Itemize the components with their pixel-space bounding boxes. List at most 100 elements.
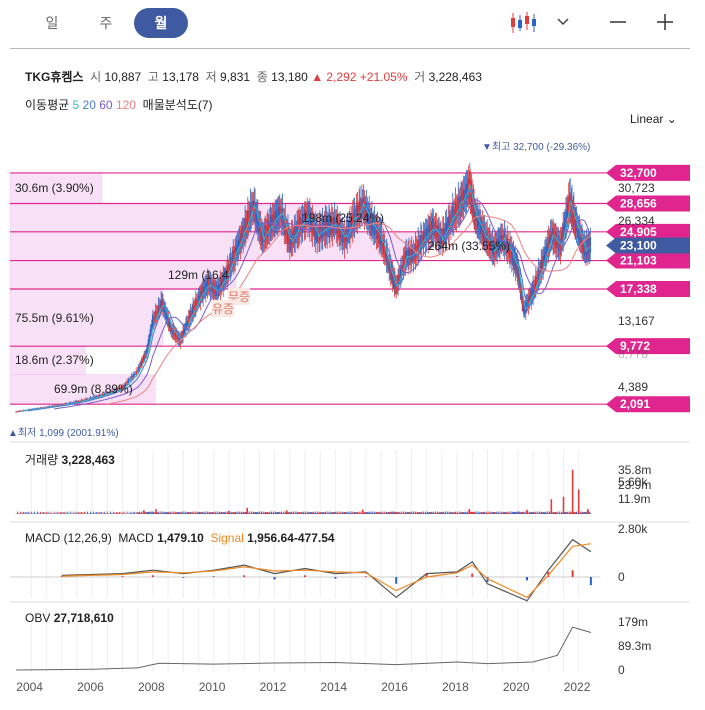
- candle-body: [544, 251, 546, 260]
- candle-body: [189, 310, 192, 321]
- candle-body: [334, 222, 337, 225]
- candle-body: [192, 304, 194, 315]
- volume-bar: [571, 469, 574, 514]
- x-axis-tick: 2014: [320, 680, 348, 694]
- candle-body: [152, 316, 154, 326]
- volume-profile-label: 129m (16.4: [168, 267, 229, 282]
- candle-body: [522, 304, 525, 309]
- candle-body: [202, 286, 204, 298]
- plus-icon[interactable]: [655, 12, 675, 32]
- obv-value: 27,718,610: [53, 611, 114, 625]
- candle-body: [240, 233, 243, 242]
- candle-body: [140, 360, 143, 366]
- candle-body: [170, 327, 172, 333]
- candle-body: [550, 232, 553, 239]
- candle-body: [517, 265, 520, 279]
- volume-profile-bar: [9, 345, 86, 375]
- candle-body: [150, 324, 153, 333]
- candle-body: [15, 411, 17, 413]
- candle-body: [220, 280, 223, 287]
- candle-body: [355, 208, 358, 224]
- candle-body: [227, 266, 230, 274]
- candle-body: [422, 231, 425, 245]
- candle-body: [231, 257, 234, 265]
- candle-body: [564, 217, 566, 229]
- volume-panel-value: 3,228,463: [61, 453, 115, 467]
- candle-body: [480, 226, 483, 232]
- candlestick-icon[interactable]: [508, 10, 536, 36]
- candle-body: [420, 235, 423, 249]
- indicator-legend[interactable]: 이동평균 5 20 60 120 매물분석도(7): [25, 96, 213, 113]
- candle-body: [509, 242, 511, 258]
- candle-body: [218, 283, 221, 290]
- volume-profile-bar: [9, 231, 421, 261]
- candle-body: [388, 259, 391, 272]
- obv-panel-title: OBV 27,718,610: [25, 611, 114, 625]
- candle-body: [491, 240, 494, 256]
- candle-body: [249, 202, 252, 221]
- candle-body: [405, 250, 408, 263]
- candle-body: [366, 206, 369, 224]
- candle-body: [583, 244, 585, 250]
- high-label: 고: [147, 70, 159, 84]
- candle-body: [577, 228, 580, 234]
- candle-body: [356, 204, 359, 222]
- candle-body: [307, 214, 309, 218]
- obv-y-tick: 0: [618, 663, 625, 677]
- candle-body: [309, 219, 312, 224]
- price-level-tag: [606, 396, 690, 413]
- candle-body: [501, 234, 504, 244]
- candle-body: [97, 395, 99, 398]
- volume-bar: [550, 499, 553, 514]
- ma-label: 이동평균: [25, 98, 70, 112]
- candle-body: [358, 203, 360, 220]
- candle-body: [305, 216, 308, 221]
- candle-body: [477, 215, 479, 227]
- candle-body: [141, 359, 144, 364]
- candle-body: [417, 239, 419, 255]
- candle-body: [241, 230, 244, 240]
- minus-icon[interactable]: [608, 12, 628, 32]
- candle-body: [237, 240, 240, 248]
- candle-body: [312, 225, 315, 230]
- candle-body: [288, 235, 291, 252]
- candle-body: [338, 223, 340, 238]
- candle-body: [112, 390, 115, 392]
- x-axis-tick: 2020: [502, 680, 530, 694]
- candle-body: [257, 221, 260, 229]
- candle-body: [65, 403, 68, 405]
- price-level-tag: [606, 252, 690, 269]
- candle-body: [328, 218, 330, 233]
- candle-body: [224, 274, 226, 281]
- candle-body: [529, 294, 532, 300]
- close-label: 종: [256, 70, 268, 84]
- candle-body: [464, 184, 467, 205]
- candle-body: [216, 284, 219, 297]
- candle-body: [419, 243, 421, 246]
- candle-body: [562, 225, 565, 242]
- candle-body: [108, 392, 110, 394]
- candle-body: [565, 211, 567, 229]
- candle-body: [497, 239, 499, 249]
- candle-body: [396, 284, 398, 286]
- tab-day[interactable]: 일: [45, 15, 59, 31]
- candle-body: [323, 223, 326, 236]
- current-price-label: 23,100: [620, 238, 657, 252]
- candle-body: [449, 219, 451, 224]
- candle-body: [510, 248, 512, 258]
- candle-body: [525, 302, 528, 307]
- candle-body: [524, 305, 526, 311]
- candle-body: [382, 244, 384, 246]
- tab-month[interactable]: 월: [134, 8, 188, 38]
- chevron-down-icon[interactable]: [556, 14, 570, 26]
- scale-selector[interactable]: Linear ⌄: [630, 112, 677, 126]
- tab-week[interactable]: 주: [99, 15, 113, 31]
- candle-body: [546, 242, 549, 251]
- macd-value: 1,479.10: [157, 531, 204, 545]
- candle-body: [361, 199, 363, 215]
- candle-body: [399, 266, 402, 278]
- candle-body: [426, 232, 429, 236]
- volume-y-tick: 35.8m: [618, 463, 652, 477]
- header-divider: [10, 48, 690, 49]
- candle-body: [306, 211, 308, 225]
